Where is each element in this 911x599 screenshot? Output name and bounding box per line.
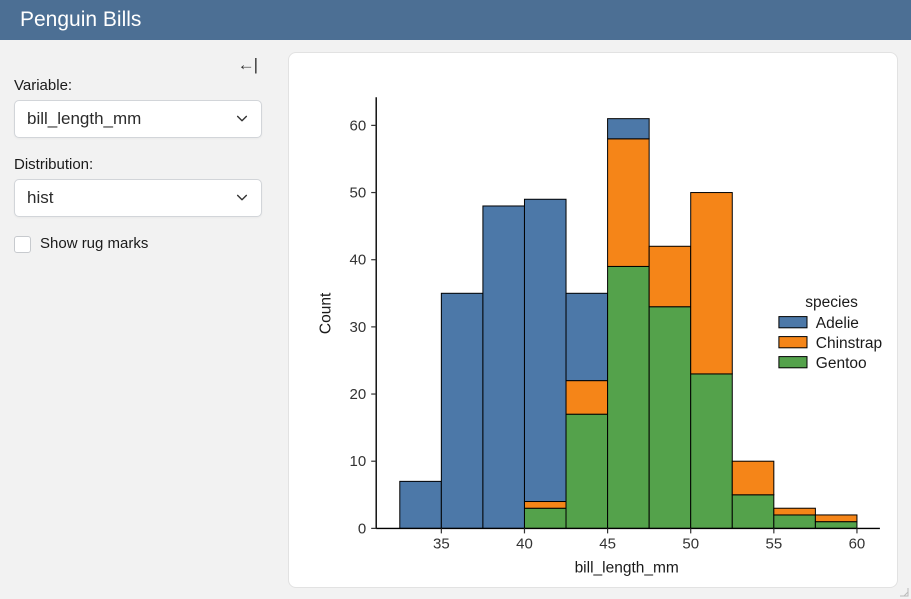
svg-text:60: 60 bbox=[848, 536, 865, 553]
svg-text:bill_length_mm: bill_length_mm bbox=[574, 560, 678, 577]
svg-text:Count: Count bbox=[317, 292, 334, 334]
svg-text:35: 35 bbox=[433, 536, 450, 553]
svg-text:Adelie: Adelie bbox=[815, 315, 858, 332]
svg-text:10: 10 bbox=[349, 454, 366, 471]
svg-text:55: 55 bbox=[765, 536, 782, 553]
svg-text:Gentoo: Gentoo bbox=[815, 355, 866, 372]
svg-text:40: 40 bbox=[516, 536, 533, 553]
svg-text:50: 50 bbox=[349, 185, 366, 202]
svg-text:45: 45 bbox=[599, 536, 616, 553]
svg-text:0: 0 bbox=[358, 521, 366, 538]
svg-text:40: 40 bbox=[349, 252, 366, 269]
svg-text:species: species bbox=[805, 294, 858, 311]
svg-text:60: 60 bbox=[349, 118, 366, 135]
svg-text:30: 30 bbox=[349, 319, 366, 336]
svg-text:Chinstrap: Chinstrap bbox=[815, 335, 881, 352]
svg-text:50: 50 bbox=[682, 536, 699, 553]
svg-text:20: 20 bbox=[349, 386, 366, 403]
